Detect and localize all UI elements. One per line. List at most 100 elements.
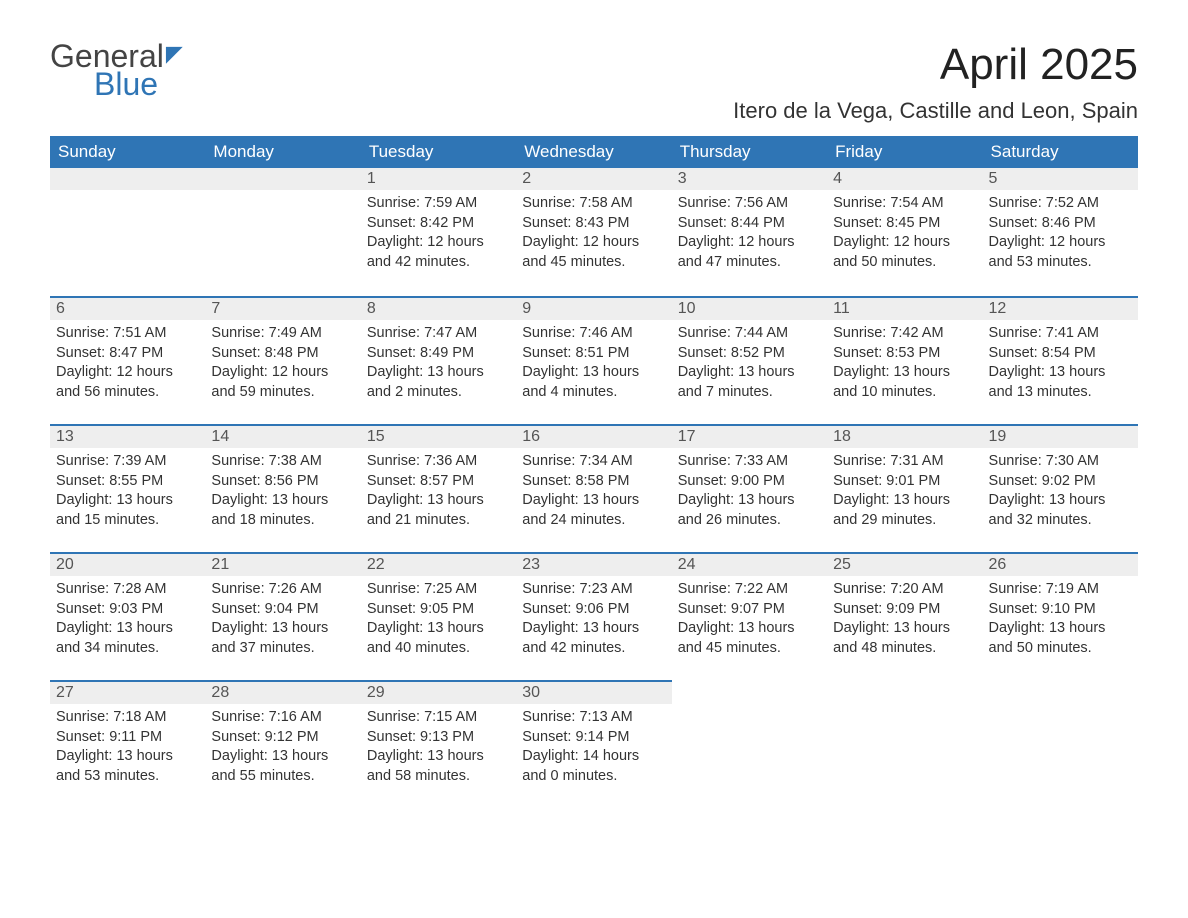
day-cell: 13Sunrise: 7:39 AMSunset: 8:55 PMDayligh… [50,424,205,552]
daylight-text: Daylight: 12 hours and 50 minutes. [833,233,976,272]
sunrise-text: Sunrise: 7:15 AM [367,708,510,728]
sunset-text: Sunset: 8:46 PM [989,214,1132,234]
sunset-text: Sunset: 9:07 PM [678,600,821,620]
week-row: 13Sunrise: 7:39 AMSunset: 8:55 PMDayligh… [50,424,1138,552]
day-cell: 5Sunrise: 7:52 AMSunset: 8:46 PMDaylight… [983,168,1138,296]
day-content: Sunrise: 7:38 AMSunset: 8:56 PMDaylight:… [205,448,360,530]
daylight-text: Daylight: 13 hours and 26 minutes. [678,491,821,530]
day-content: Sunrise: 7:58 AMSunset: 8:43 PMDaylight:… [516,190,671,272]
day-cell: 27Sunrise: 7:18 AMSunset: 9:11 PMDayligh… [50,680,205,808]
day-content: Sunrise: 7:16 AMSunset: 9:12 PMDaylight:… [205,704,360,786]
sunset-text: Sunset: 9:09 PM [833,600,976,620]
day-content: Sunrise: 7:41 AMSunset: 8:54 PMDaylight:… [983,320,1138,402]
day-number: 18 [827,424,982,448]
daylight-text: Daylight: 12 hours and 42 minutes. [367,233,510,272]
sunrise-text: Sunrise: 7:42 AM [833,324,976,344]
day-content: Sunrise: 7:30 AMSunset: 9:02 PMDaylight:… [983,448,1138,530]
col-tuesday: Tuesday [361,136,516,168]
daylight-text: Daylight: 13 hours and 15 minutes. [56,491,199,530]
day-cell: 23Sunrise: 7:23 AMSunset: 9:06 PMDayligh… [516,552,671,680]
daylight-text: Daylight: 13 hours and 18 minutes. [211,491,354,530]
daylight-text: Daylight: 12 hours and 56 minutes. [56,363,199,402]
sunrise-text: Sunrise: 7:26 AM [211,580,354,600]
sunset-text: Sunset: 8:44 PM [678,214,821,234]
day-content: Sunrise: 7:39 AMSunset: 8:55 PMDaylight:… [50,448,205,530]
sunset-text: Sunset: 9:01 PM [833,472,976,492]
calendar-body: 1Sunrise: 7:59 AMSunset: 8:42 PMDaylight… [50,168,1138,808]
day-number: 19 [983,424,1138,448]
sunset-text: Sunset: 8:57 PM [367,472,510,492]
sunrise-text: Sunrise: 7:23 AM [522,580,665,600]
day-number: 27 [50,680,205,704]
day-number: 3 [672,168,827,190]
day-number: 2 [516,168,671,190]
day-cell: 22Sunrise: 7:25 AMSunset: 9:05 PMDayligh… [361,552,516,680]
day-cell [50,168,205,296]
day-number: 13 [50,424,205,448]
sunset-text: Sunset: 8:58 PM [522,472,665,492]
daylight-text: Daylight: 13 hours and 34 minutes. [56,619,199,658]
day-cell: 9Sunrise: 7:46 AMSunset: 8:51 PMDaylight… [516,296,671,424]
empty-day [983,680,1138,702]
day-cell: 20Sunrise: 7:28 AMSunset: 9:03 PMDayligh… [50,552,205,680]
day-number: 22 [361,552,516,576]
sunrise-text: Sunrise: 7:52 AM [989,194,1132,214]
month-title: April 2025 [733,40,1138,90]
day-number: 25 [827,552,982,576]
day-cell [205,168,360,296]
sunrise-text: Sunrise: 7:20 AM [833,580,976,600]
daylight-text: Daylight: 12 hours and 53 minutes. [989,233,1132,272]
day-cell: 14Sunrise: 7:38 AMSunset: 8:56 PMDayligh… [205,424,360,552]
calendar-table: Sunday Monday Tuesday Wednesday Thursday… [50,136,1138,808]
day-number: 24 [672,552,827,576]
day-number: 17 [672,424,827,448]
col-sunday: Sunday [50,136,205,168]
day-content: Sunrise: 7:36 AMSunset: 8:57 PMDaylight:… [361,448,516,530]
sunrise-text: Sunrise: 7:41 AM [989,324,1132,344]
sunset-text: Sunset: 8:55 PM [56,472,199,492]
day-content: Sunrise: 7:23 AMSunset: 9:06 PMDaylight:… [516,576,671,658]
daylight-text: Daylight: 13 hours and 13 minutes. [989,363,1132,402]
day-content: Sunrise: 7:59 AMSunset: 8:42 PMDaylight:… [361,190,516,272]
day-cell: 11Sunrise: 7:42 AMSunset: 8:53 PMDayligh… [827,296,982,424]
sunset-text: Sunset: 8:43 PM [522,214,665,234]
sunrise-text: Sunrise: 7:18 AM [56,708,199,728]
day-number: 29 [361,680,516,704]
logo-blue: Blue [94,68,183,100]
day-content: Sunrise: 7:31 AMSunset: 9:01 PMDaylight:… [827,448,982,530]
day-content: Sunrise: 7:34 AMSunset: 8:58 PMDaylight:… [516,448,671,530]
sunrise-text: Sunrise: 7:38 AM [211,452,354,472]
sunrise-text: Sunrise: 7:39 AM [56,452,199,472]
sunrise-text: Sunrise: 7:22 AM [678,580,821,600]
day-number: 30 [516,680,671,704]
sunrise-text: Sunrise: 7:34 AM [522,452,665,472]
sunset-text: Sunset: 8:56 PM [211,472,354,492]
day-cell: 3Sunrise: 7:56 AMSunset: 8:44 PMDaylight… [672,168,827,296]
day-number: 14 [205,424,360,448]
day-number: 8 [361,296,516,320]
daylight-text: Daylight: 13 hours and 21 minutes. [367,491,510,530]
sunset-text: Sunset: 9:05 PM [367,600,510,620]
day-content: Sunrise: 7:26 AMSunset: 9:04 PMDaylight:… [205,576,360,658]
day-content: Sunrise: 7:49 AMSunset: 8:48 PMDaylight:… [205,320,360,402]
daylight-text: Daylight: 13 hours and 50 minutes. [989,619,1132,658]
sunrise-text: Sunrise: 7:31 AM [833,452,976,472]
day-number: 16 [516,424,671,448]
day-number: 15 [361,424,516,448]
col-monday: Monday [205,136,360,168]
day-cell: 19Sunrise: 7:30 AMSunset: 9:02 PMDayligh… [983,424,1138,552]
empty-day [205,168,360,190]
sunrise-text: Sunrise: 7:44 AM [678,324,821,344]
day-content: Sunrise: 7:25 AMSunset: 9:05 PMDaylight:… [361,576,516,658]
daylight-text: Daylight: 12 hours and 45 minutes. [522,233,665,272]
sunrise-text: Sunrise: 7:28 AM [56,580,199,600]
day-content: Sunrise: 7:20 AMSunset: 9:09 PMDaylight:… [827,576,982,658]
col-friday: Friday [827,136,982,168]
daylight-text: Daylight: 13 hours and 2 minutes. [367,363,510,402]
daylight-text: Daylight: 13 hours and 55 minutes. [211,747,354,786]
sunrise-text: Sunrise: 7:13 AM [522,708,665,728]
day-content: Sunrise: 7:15 AMSunset: 9:13 PMDaylight:… [361,704,516,786]
sunset-text: Sunset: 9:03 PM [56,600,199,620]
day-cell: 8Sunrise: 7:47 AMSunset: 8:49 PMDaylight… [361,296,516,424]
day-content: Sunrise: 7:22 AMSunset: 9:07 PMDaylight:… [672,576,827,658]
